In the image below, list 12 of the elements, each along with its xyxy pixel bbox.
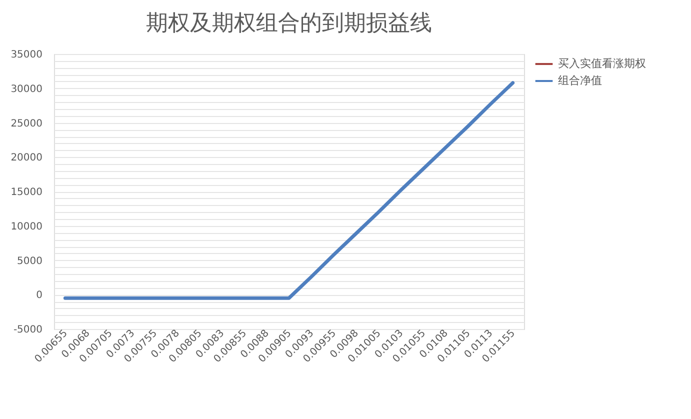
y-tick-label: 5000 — [17, 256, 42, 267]
legend-label: 组合净值 — [558, 74, 602, 87]
y-tick-label: 30000 — [10, 84, 42, 95]
y-tick-label: 35000 — [10, 50, 42, 60]
y-tick-label: 15000 — [10, 187, 42, 198]
legend-label: 买入实值看涨期权 — [558, 57, 646, 70]
y-tick-label: 20000 — [10, 152, 42, 164]
y-tick-label: 10000 — [10, 221, 42, 232]
chart-title: 期权及期权组合的到期损益线 — [146, 11, 432, 36]
line-series — [63, 81, 515, 300]
y-tick-label: 25000 — [10, 118, 42, 130]
y-tick-label: 0 — [36, 290, 42, 302]
